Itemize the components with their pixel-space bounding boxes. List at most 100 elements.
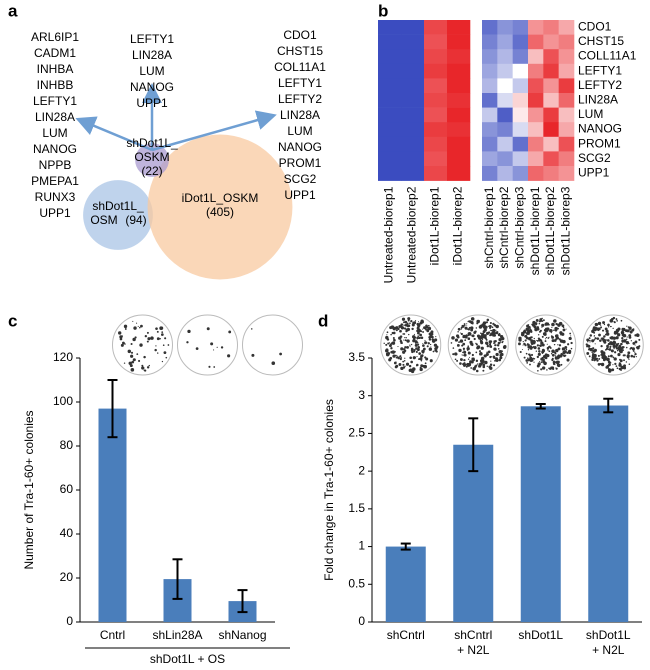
heat-cell xyxy=(378,78,402,94)
colony xyxy=(150,336,154,340)
colony xyxy=(495,352,499,357)
colony xyxy=(588,355,591,358)
heat-cell xyxy=(401,49,425,65)
heat-cell xyxy=(424,166,448,181)
colony xyxy=(534,327,538,332)
colony xyxy=(461,344,464,347)
colony xyxy=(457,331,459,333)
colony xyxy=(405,330,408,333)
colony xyxy=(466,346,470,351)
colony xyxy=(429,334,433,339)
colony xyxy=(480,361,484,365)
heat-cell xyxy=(558,63,575,79)
colony xyxy=(409,365,412,368)
gene: ARL6IP1 xyxy=(31,30,79,44)
heat-cell xyxy=(543,122,559,138)
colony xyxy=(615,330,619,335)
heat-cell xyxy=(558,20,575,35)
colony xyxy=(541,317,543,320)
colony xyxy=(467,334,470,337)
colony xyxy=(456,343,460,347)
colony xyxy=(594,343,596,345)
set-label: OSM xyxy=(90,213,117,227)
colony xyxy=(492,355,496,359)
heat-cell xyxy=(543,49,559,65)
colony xyxy=(593,331,596,334)
heat-cell xyxy=(558,136,575,152)
colony xyxy=(615,365,618,367)
heat-cell xyxy=(401,151,425,167)
colony xyxy=(523,329,526,332)
colony xyxy=(551,353,555,357)
colony xyxy=(591,356,595,360)
colony xyxy=(551,349,555,354)
y-tick-label: 100 xyxy=(53,394,73,408)
colony xyxy=(626,336,628,338)
colony xyxy=(600,324,602,326)
heat-cell xyxy=(497,136,513,152)
colony xyxy=(140,324,143,328)
gene: NPPB xyxy=(39,158,72,172)
colony xyxy=(425,328,428,331)
colony xyxy=(480,346,484,350)
colony xyxy=(131,360,135,364)
colony xyxy=(614,362,617,366)
heat-cell xyxy=(482,78,498,94)
row-label: SCG2 xyxy=(578,151,611,165)
colony xyxy=(616,349,619,352)
heat-cell xyxy=(512,78,529,94)
colony xyxy=(141,364,144,367)
colony xyxy=(597,327,601,331)
heat-cell xyxy=(378,93,402,108)
heat-cell xyxy=(482,136,498,152)
heat-cell xyxy=(497,20,513,35)
colony xyxy=(623,339,627,343)
gene: LEFTY1 xyxy=(33,94,77,108)
colony xyxy=(564,354,567,357)
colony xyxy=(561,332,565,336)
colony xyxy=(458,341,460,344)
colony xyxy=(408,333,410,336)
heat-cell xyxy=(482,122,498,138)
heat-cell xyxy=(543,20,559,35)
colony xyxy=(146,331,149,334)
colony xyxy=(541,323,545,327)
colony xyxy=(521,349,523,351)
colony xyxy=(530,353,534,357)
heat-cell xyxy=(543,136,559,152)
heat-cell xyxy=(424,107,448,123)
gene: PMEPA1 xyxy=(31,174,79,188)
colony xyxy=(541,356,544,359)
colony xyxy=(596,357,599,360)
heat-cell xyxy=(512,122,529,138)
colony xyxy=(589,341,591,343)
colony xyxy=(554,355,557,357)
x-tick-label: shDot1L xyxy=(518,628,563,642)
colony xyxy=(569,337,572,341)
colony xyxy=(596,359,599,362)
heat-cell xyxy=(543,151,559,167)
colony xyxy=(162,344,165,347)
x-tick-label: shCntrl xyxy=(387,628,425,642)
colony xyxy=(395,326,399,330)
colony xyxy=(470,317,475,321)
colony xyxy=(634,344,636,346)
colony xyxy=(612,327,614,330)
colony xyxy=(630,340,632,342)
colony xyxy=(483,354,486,357)
colony xyxy=(540,368,543,371)
colony xyxy=(533,346,537,350)
colony xyxy=(417,328,421,333)
colony xyxy=(569,350,572,352)
colony xyxy=(621,331,624,335)
colony xyxy=(466,324,468,326)
colony xyxy=(480,363,483,366)
heat-cell xyxy=(424,63,448,79)
colony xyxy=(163,351,167,355)
heat-cell xyxy=(558,151,575,167)
colony xyxy=(537,369,539,372)
heat-cell xyxy=(482,20,498,35)
colony xyxy=(417,331,420,335)
colony xyxy=(430,346,432,348)
colony xyxy=(416,341,418,344)
